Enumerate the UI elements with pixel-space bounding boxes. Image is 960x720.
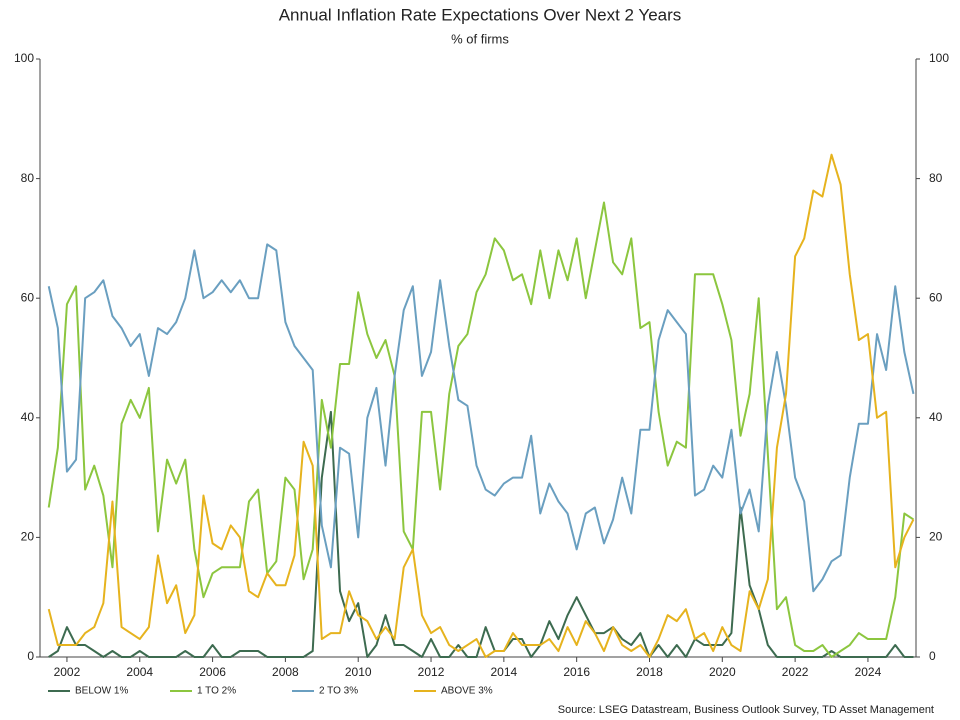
y-tick-label: 0 — [27, 649, 34, 663]
series-line — [47, 243, 915, 593]
x-tick-label: 2010 — [345, 665, 372, 679]
x-tick-label: 2024 — [855, 665, 882, 679]
x-tick-label: 2022 — [782, 665, 809, 679]
y-tick-label: 100 — [14, 51, 34, 65]
x-tick-label: 2016 — [563, 665, 590, 679]
x-tick-label: 2006 — [199, 665, 226, 679]
x-tick-label: 2002 — [54, 665, 81, 679]
x-tick-label: 2004 — [126, 665, 153, 679]
y2-tick-label: 0 — [929, 649, 936, 663]
chart-title: Annual Inflation Rate Expectations Over … — [279, 5, 682, 24]
series-line — [47, 201, 914, 658]
y2-tick-label: 40 — [929, 410, 943, 424]
legend-label: 1 TO 2% — [197, 686, 236, 697]
source: Source: LSEG Datastream, Business Outloo… — [558, 704, 934, 716]
y2-tick-label: 80 — [929, 171, 943, 185]
x-tick-label: 2014 — [490, 665, 517, 679]
x-tick-label: 2018 — [636, 665, 663, 679]
x-tick-label: 2012 — [418, 665, 445, 679]
series-line — [48, 410, 914, 658]
legend-label: 2 TO 3% — [319, 686, 358, 697]
x-tick-label: 2008 — [272, 665, 299, 679]
series-line — [47, 153, 915, 658]
y-tick-label: 60 — [21, 290, 35, 304]
y2-tick-label: 20 — [929, 530, 943, 544]
legend-label: ABOVE 3% — [441, 686, 493, 697]
y-tick-label: 40 — [21, 410, 35, 424]
y2-tick-label: 60 — [929, 290, 943, 304]
y2-tick-label: 100 — [929, 51, 949, 65]
legend-label: BELOW 1% — [75, 686, 128, 697]
y-tick-label: 80 — [21, 171, 35, 185]
chart-subtitle: % of firms — [451, 31, 509, 46]
y-tick-label: 20 — [21, 530, 35, 544]
x-tick-label: 2020 — [709, 665, 736, 679]
